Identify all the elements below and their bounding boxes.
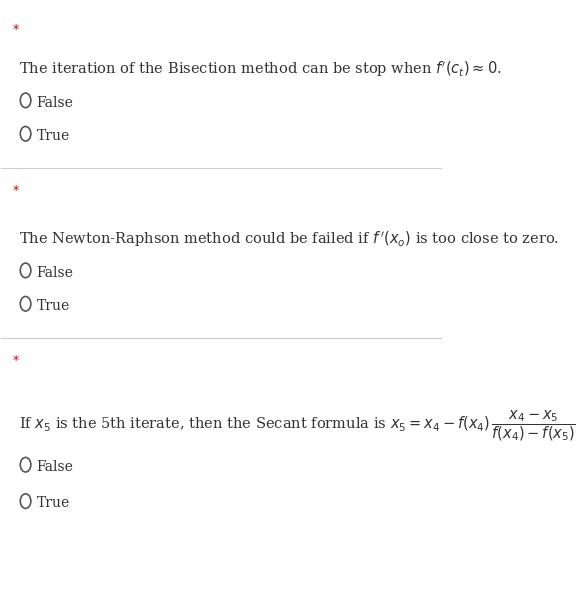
Text: True: True [36,497,70,511]
Text: False: False [36,96,73,110]
Text: The Newton-Raphson method could be failed if $f\,'(x_o)$ is too close to zero.: The Newton-Raphson method could be faile… [19,229,559,249]
Text: *: * [12,184,18,196]
Text: False: False [36,265,73,279]
Text: *: * [12,354,18,367]
Text: *: * [12,23,18,35]
Text: True: True [36,299,70,313]
Text: The iteration of the Bisection method can be stop when $f'(c_t) \approx 0.$: The iteration of the Bisection method ca… [19,59,502,79]
Text: True: True [36,129,70,143]
Text: False: False [36,460,73,474]
Text: If $x_5$ is the 5th iterate, then the Secant formula is $x_5 = x_4 - f(x_4)\,\df: If $x_5$ is the 5th iterate, then the Se… [19,408,576,443]
